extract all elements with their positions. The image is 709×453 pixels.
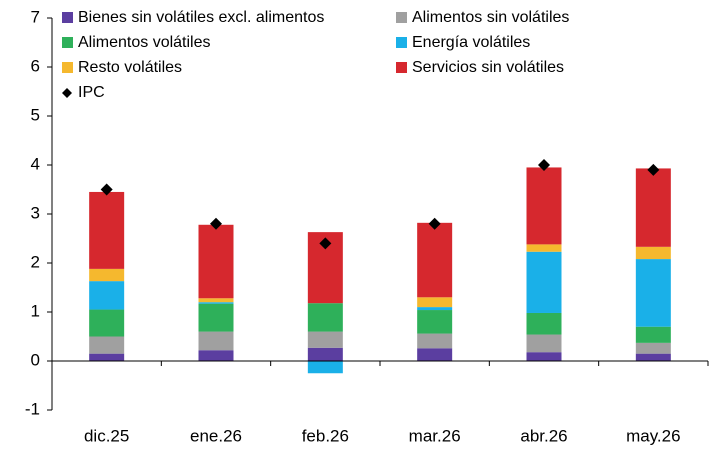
bar <box>417 333 453 349</box>
legend-label: Resto volátiles <box>78 59 182 76</box>
legend-marker <box>62 88 72 98</box>
y-tick-label: 5 <box>31 105 40 124</box>
legend-swatch <box>62 62 73 73</box>
bar <box>417 348 453 361</box>
x-tick-label: feb.26 <box>302 426 349 445</box>
bar <box>198 331 234 351</box>
legend-label: Energía volátiles <box>412 34 530 51</box>
x-tick-label: ene.26 <box>190 426 242 445</box>
y-tick-label: 3 <box>31 203 40 222</box>
y-tick-label: 0 <box>31 350 40 369</box>
legend: Bienes sin volátiles excl. alimentos Alim… <box>62 9 569 101</box>
ipc-marker <box>647 163 660 176</box>
legend-swatch <box>62 37 73 48</box>
bar <box>635 246 671 260</box>
bar <box>307 361 343 374</box>
bar <box>417 222 453 298</box>
bar <box>198 298 234 303</box>
bar <box>417 297 453 308</box>
bar <box>417 310 453 334</box>
ipc-marker <box>319 237 332 250</box>
legend-swatch <box>62 12 73 23</box>
bar <box>89 281 125 310</box>
bar <box>307 303 343 332</box>
bar <box>635 326 671 343</box>
legend-label: IPC <box>78 84 105 101</box>
legend-label: Servicios sin volátiles <box>412 59 564 76</box>
x-tick-label: may.26 <box>626 426 681 445</box>
bar <box>89 309 125 337</box>
bar <box>635 353 671 361</box>
bar <box>89 268 125 282</box>
bar <box>526 167 562 245</box>
bar <box>89 353 125 361</box>
y-tick-label: -1 <box>25 399 40 418</box>
y-tick-label: 4 <box>31 154 40 173</box>
ipc-marker <box>100 183 113 196</box>
legend-swatch <box>396 12 407 23</box>
bar <box>635 168 671 247</box>
legend-swatch <box>396 37 407 48</box>
ipc-marker <box>428 217 441 230</box>
bar <box>89 336 125 354</box>
bar <box>526 352 562 361</box>
bar <box>417 307 453 311</box>
bar <box>526 312 562 335</box>
y-tick-label: 7 <box>31 7 40 26</box>
bar <box>526 244 562 252</box>
x-tick-label: mar.26 <box>409 426 461 445</box>
y-tick-label: 6 <box>31 56 40 75</box>
bar <box>198 350 234 361</box>
x-tick-label: dic.25 <box>84 426 129 445</box>
x-tick-label: abr.26 <box>520 426 567 445</box>
bar <box>526 251 562 313</box>
y-tick-label: 1 <box>31 301 40 320</box>
bar <box>307 331 343 348</box>
bar <box>89 191 125 269</box>
y-tick-label: 2 <box>31 252 40 271</box>
bar <box>526 334 562 353</box>
legend-label: Alimentos volátiles <box>78 34 211 51</box>
bar <box>307 347 343 361</box>
bar <box>198 303 234 332</box>
legend-label: Alimentos sin volátiles <box>412 9 569 26</box>
bar <box>198 224 234 299</box>
ipc-marker <box>538 159 550 171</box>
bar <box>635 342 671 354</box>
bar <box>635 259 671 327</box>
legend-swatch <box>396 62 407 73</box>
ipc-marker <box>210 217 222 230</box>
legend-label: Bienes sin volátiles excl. alimentos <box>78 9 324 26</box>
bar <box>198 302 234 304</box>
